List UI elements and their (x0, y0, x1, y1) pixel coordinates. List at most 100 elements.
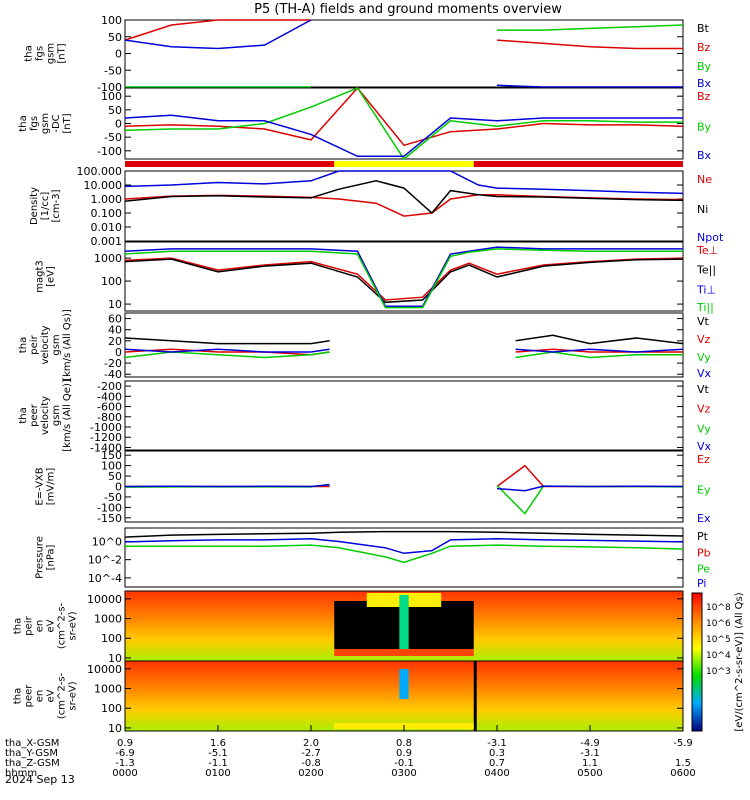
legend-pressure-3: Pi (697, 577, 706, 590)
panel-peer-eflux: 10000 1000 100 10 thapeereneV(cm^2-s-sr-eV) (13, 660, 684, 735)
colorbar-tick: 10^5 (706, 635, 731, 645)
footer-value: -0.1 (394, 758, 414, 769)
panel-peer-velocity: -200-400-600-800-1000-1200-1400 thapeerve… (18, 379, 712, 454)
footer-value: 2.0 (303, 738, 319, 749)
y-axis-label-line: tha (18, 337, 29, 353)
colorbar-gradient (691, 592, 703, 732)
legend-fgs-1: Bz (697, 41, 711, 54)
y-tick-label: 0.100 (91, 207, 123, 220)
panels: 100500-50-100thafgsgsm[nT]BtBzByBx100500… (13, 14, 746, 735)
legend-pressure-0: Pt (697, 530, 709, 543)
y-axis-label: thapeireneV(cm^2-s-sr-eV) (13, 602, 79, 649)
footer-value: 0000 (112, 768, 137, 779)
legend-fgs-0: Bt (697, 22, 710, 35)
y-axis-label-line: en (35, 690, 46, 703)
y-tick-label: 100 (101, 702, 122, 715)
y-tick-label: 100 (101, 14, 122, 27)
y-axis-label: magt3[eV] (35, 260, 57, 293)
legend-peer-velocity-2: Vy (697, 422, 711, 435)
legend-peir-velocity-0: Vt (697, 315, 710, 328)
legend-peer-velocity-1: Vz (697, 403, 711, 416)
series-temperature-Te⊥ (124, 257, 684, 301)
footer-value: -0.8 (301, 758, 321, 769)
footer-value: 0.3 (489, 748, 505, 759)
figure-title: P5 (TH-A) fields and ground moments over… (254, 2, 562, 17)
series-pressure-Pt (124, 530, 684, 538)
y-axis-label-line: Pressure (35, 536, 46, 579)
y-tick-label: -50 (104, 131, 122, 144)
footer-value: -2.7 (301, 748, 321, 759)
footer-value: -3.1 (580, 748, 600, 759)
series-efield-Ez (125, 464, 683, 488)
y-axis-label-line: [eV] (46, 266, 57, 287)
y-axis-label-line: gsm (46, 43, 57, 64)
series-peir-velocity-Vy (124, 351, 683, 359)
y-tick-label: -1400 (90, 441, 122, 454)
y-axis-label-line: peer (24, 684, 35, 708)
legend-density-2: Npot (697, 231, 724, 244)
y-axis-label-line: (cm^2-s- (57, 602, 68, 649)
y-axis-label-line: velocity (40, 396, 51, 435)
y-tick-label: 10^0 (92, 535, 122, 548)
panel-frame (124, 527, 684, 588)
y-axis-label: E=-VXB[mV/m] (35, 467, 57, 505)
legend-temperature-1: Te|| (696, 264, 716, 277)
y-axis-label-line: tha (13, 618, 24, 634)
y-axis-label-line: eV (46, 689, 57, 702)
y-axis-label: Density[1/cc][cm-3] (29, 187, 62, 225)
y-axis-label-line: sr-eV) (68, 611, 79, 640)
y-axis-label-line: eV (46, 619, 57, 632)
spectrogram-data-gap (473, 661, 477, 731)
y-axis-label-line: [km/s (All Qs)] (62, 309, 73, 381)
y-tick-label: 60 (108, 313, 122, 326)
series-temperature-Te|| (124, 258, 684, 304)
y-tick-label: 0 (115, 481, 122, 494)
series-fgs-Bx (124, 19, 683, 88)
y-axis-label-line: [km/s (All Qe)] (62, 379, 73, 452)
legend-efield-1: Ey (697, 484, 711, 497)
region-segment-2 (473, 161, 683, 167)
y-tick-label: -100 (97, 145, 122, 158)
colorbar-label: [eV/(cm^2-s-sr-eV)] (All Qs) (734, 592, 745, 731)
legend-fgs-2: By (697, 60, 712, 73)
y-tick-label: 0.010 (91, 221, 123, 234)
y-tick-label: 1000 (94, 683, 122, 696)
y-tick-label: 10 (108, 298, 122, 311)
footer-value: 0.7 (489, 758, 505, 769)
series-temperature-Ti|| (124, 248, 683, 309)
legend-fgs-3: Bx (697, 77, 712, 90)
y-axis-label-line: fgs (35, 46, 46, 61)
legend-efield-2: Ex (697, 512, 711, 525)
y-axis-label-line: Density (29, 187, 40, 225)
series-fgs-By (125, 24, 684, 88)
y-axis-label-line: tha (18, 115, 29, 131)
y-tick-label: 100 (101, 632, 122, 645)
y-axis-label-line: tha (24, 45, 35, 61)
y-tick-label: -1200 (90, 431, 122, 444)
y-tick-label: 10000 (87, 663, 122, 676)
y-tick-label: 150 (101, 449, 122, 462)
y-tick-label: -400 (97, 390, 122, 403)
y-axis-label-line: velocity (40, 325, 51, 364)
y-axis-label-line: [nT] (57, 43, 68, 63)
legend-temperature-0: Te⊥ (696, 244, 718, 257)
footer-value: 0600 (670, 768, 695, 779)
y-tick-label: -600 (97, 401, 122, 414)
series-fgs-Bz (124, 19, 683, 50)
y-axis-label-line: gsm (40, 113, 51, 134)
footer-value: -1.3 (115, 758, 135, 769)
y-axis-label-line: [cm-3] (51, 189, 62, 222)
legend-peir-velocity-1: Vz (697, 333, 711, 346)
panel-fgs: 100 50 0 -50 -100 thafgsgsm[nT] Bt Bz By Bx (24, 14, 712, 94)
panel-frame (124, 312, 684, 378)
y-axis-label-line: peir (24, 615, 35, 635)
y-tick-label: -50 (104, 64, 122, 77)
y-axis-label-line: tha (18, 407, 29, 423)
colorbar-tick: 10^6 (706, 619, 731, 629)
y-tick-label: -800 (97, 411, 122, 424)
y-tick-label: 10000 (87, 593, 122, 606)
